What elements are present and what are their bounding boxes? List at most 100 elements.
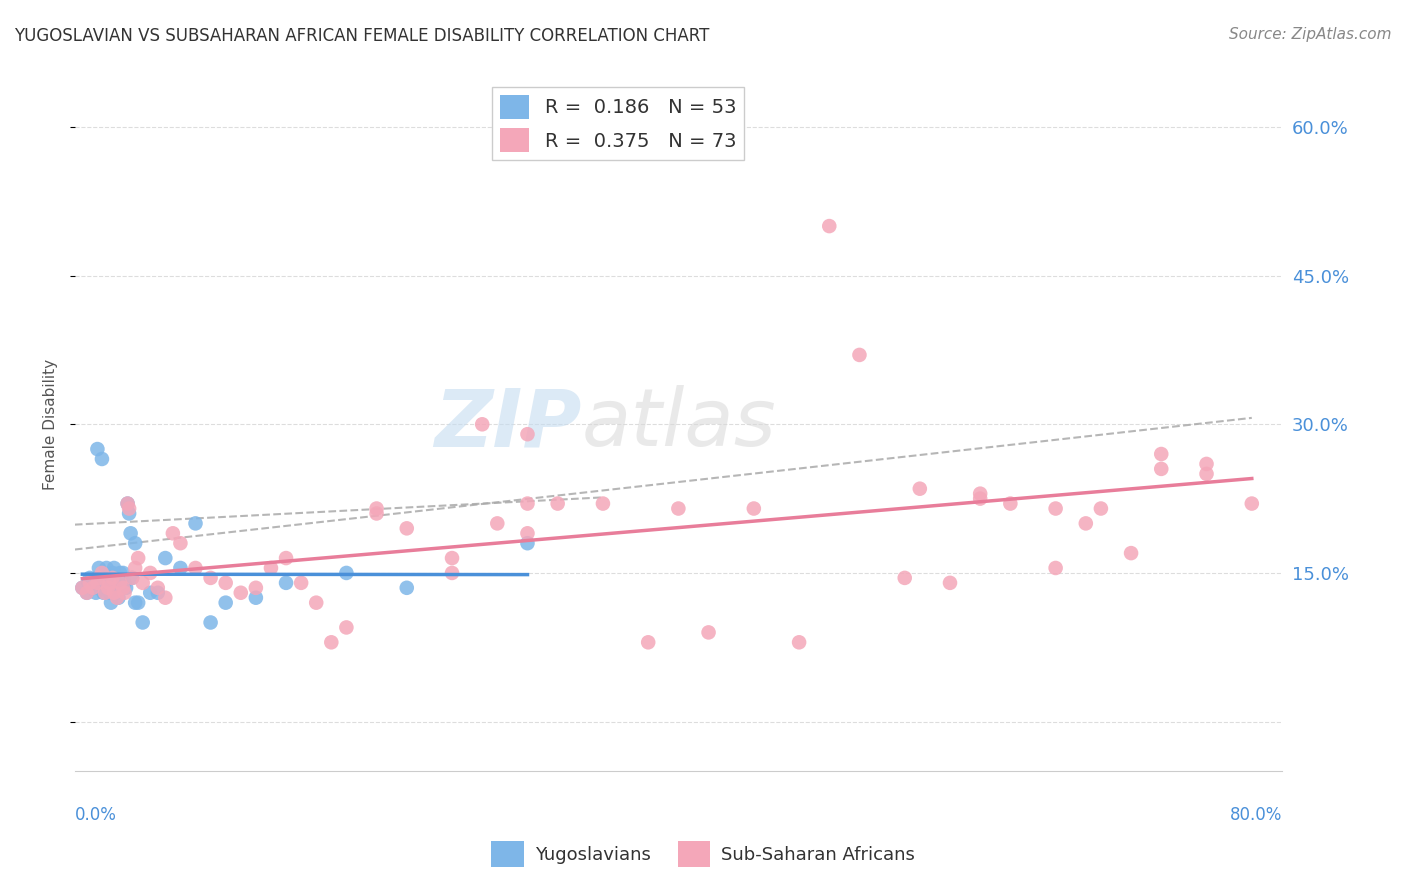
Point: [98, 575, 121, 590]
Point: [335, 566, 357, 580]
Point: [366, 501, 388, 516]
Point: [184, 561, 207, 575]
Point: [169, 561, 191, 575]
Point: [666, 501, 689, 516]
Point: [516, 497, 538, 511]
Point: [1045, 501, 1067, 516]
Point: [516, 427, 538, 442]
Point: [89, 575, 111, 590]
Point: [200, 571, 222, 585]
Point: [118, 507, 141, 521]
Point: [105, 586, 128, 600]
Point: [245, 581, 267, 595]
Text: ZIP: ZIP: [434, 385, 582, 463]
Point: [516, 526, 538, 541]
Point: [1090, 501, 1112, 516]
Point: [908, 482, 931, 496]
Point: [105, 581, 128, 595]
Point: [969, 486, 991, 500]
Point: [72, 581, 94, 595]
Point: [121, 571, 143, 585]
Point: [200, 615, 222, 630]
Point: [101, 571, 124, 585]
Point: [86, 571, 108, 585]
Point: [441, 551, 464, 566]
Point: [1195, 457, 1218, 471]
Point: [124, 596, 146, 610]
Point: [94, 586, 117, 600]
Point: [76, 586, 98, 600]
Point: [1119, 546, 1142, 560]
Point: [114, 586, 136, 600]
Point: [245, 591, 267, 605]
Point: [96, 561, 118, 575]
Point: [124, 536, 146, 550]
Point: [86, 575, 108, 590]
Point: [124, 561, 146, 575]
Point: [395, 521, 418, 535]
Point: [969, 491, 991, 506]
Point: [787, 635, 810, 649]
Point: [104, 575, 127, 590]
Point: [215, 575, 238, 590]
Point: [335, 620, 357, 634]
Point: [1000, 497, 1022, 511]
Point: [83, 581, 105, 595]
Point: [101, 566, 124, 580]
Point: [274, 575, 297, 590]
Point: [117, 497, 139, 511]
Point: [274, 551, 297, 566]
Point: [97, 581, 120, 595]
Legend: R =  0.186   N = 53, R =  0.375   N = 73: R = 0.186 N = 53, R = 0.375 N = 73: [492, 87, 744, 160]
Point: [162, 526, 184, 541]
Point: [395, 581, 418, 595]
Point: [87, 561, 110, 575]
Text: YUGOSLAVIAN VS SUBSAHARAN AFRICAN FEMALE DISABILITY CORRELATION CHART: YUGOSLAVIAN VS SUBSAHARAN AFRICAN FEMALE…: [14, 27, 710, 45]
Point: [1195, 467, 1218, 481]
Point: [114, 575, 136, 590]
Point: [321, 635, 343, 649]
Point: [848, 348, 870, 362]
Point: [547, 497, 569, 511]
Point: [108, 575, 131, 590]
Point: [98, 586, 121, 600]
Point: [471, 417, 494, 432]
Point: [118, 501, 141, 516]
Point: [742, 501, 765, 516]
Point: [100, 596, 122, 610]
Point: [105, 591, 128, 605]
Point: [79, 571, 101, 585]
Point: [108, 566, 131, 580]
Point: [112, 581, 135, 595]
Point: [77, 575, 100, 590]
Point: [184, 516, 207, 531]
Point: [146, 581, 169, 595]
Point: [91, 581, 114, 595]
Point: [155, 551, 177, 566]
Point: [117, 497, 139, 511]
Point: [1240, 497, 1263, 511]
Point: [215, 596, 238, 610]
Point: [139, 566, 162, 580]
Point: [103, 586, 125, 600]
Point: [486, 516, 509, 531]
Point: [155, 591, 177, 605]
Point: [169, 536, 191, 550]
Y-axis label: Female Disability: Female Disability: [44, 359, 58, 490]
Point: [366, 507, 388, 521]
Point: [260, 561, 283, 575]
Point: [127, 596, 149, 610]
Point: [76, 586, 98, 600]
Point: [146, 586, 169, 600]
Point: [72, 581, 94, 595]
Point: [112, 566, 135, 580]
Point: [697, 625, 720, 640]
Point: [79, 575, 101, 590]
Point: [592, 497, 614, 511]
Point: [120, 526, 142, 541]
Point: [1150, 447, 1173, 461]
Text: 0.0%: 0.0%: [75, 805, 117, 824]
Point: [86, 442, 108, 456]
Point: [131, 575, 153, 590]
Text: atlas: atlas: [582, 385, 776, 463]
